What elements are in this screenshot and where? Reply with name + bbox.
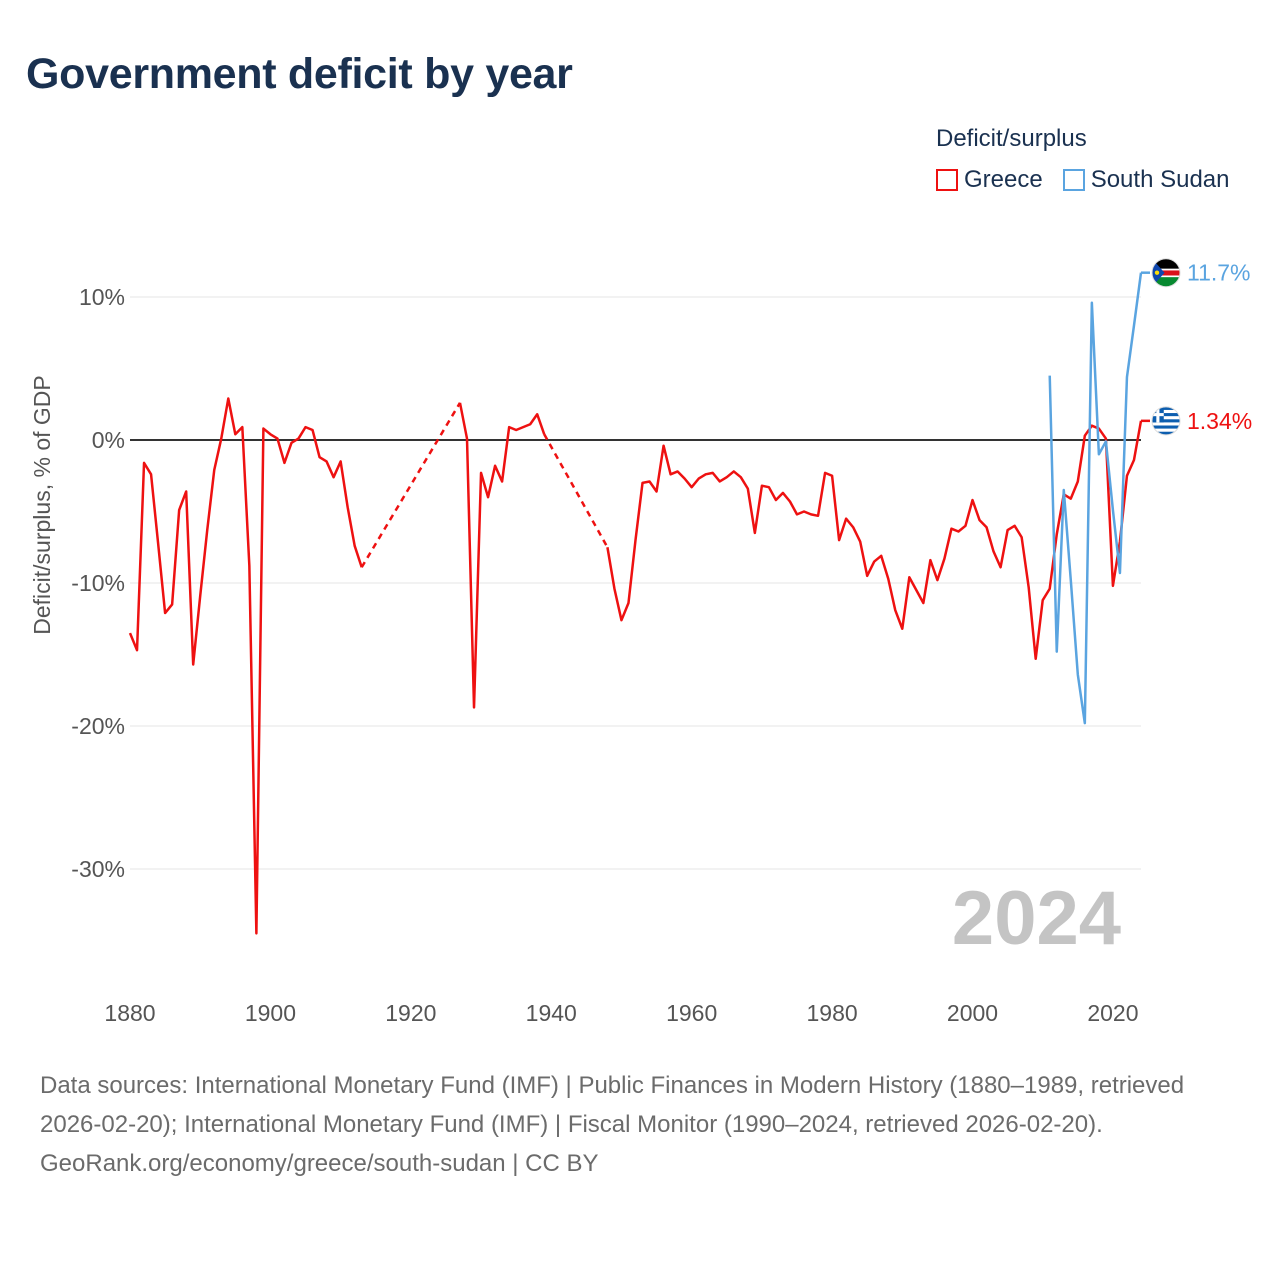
y-tick-label: 0% xyxy=(92,427,125,453)
end-label-south-sudan: 11.7% xyxy=(1187,260,1251,286)
legend-swatch-greece xyxy=(936,169,958,191)
footer: Data sources: International Monetary Fun… xyxy=(40,1066,1240,1183)
flag-border xyxy=(1151,258,1181,288)
x-tick-label: 2020 xyxy=(1087,1000,1138,1026)
series-greece xyxy=(128,397,1150,935)
x-tick-label: 2000 xyxy=(947,1000,998,1026)
series-line-greece xyxy=(606,420,1143,661)
series-south-sudan xyxy=(1048,271,1150,725)
y-tick-label: -10% xyxy=(71,570,125,596)
year-watermark: 2024 xyxy=(952,876,1121,961)
y-axis-label: Deficit/surplus, % of GDP xyxy=(29,375,55,634)
x-tick-label: 1920 xyxy=(385,1000,436,1026)
x-tick-label: 1900 xyxy=(245,1000,296,1026)
series-line-greece xyxy=(458,402,546,709)
series-line-greece-interpolated xyxy=(360,402,462,568)
legend-label-greece: Greece xyxy=(964,166,1043,193)
y-axis-ticks: 10% 0% -10% -20% -30% xyxy=(71,284,125,882)
series-line-greece xyxy=(128,397,363,935)
flag-greece-icon xyxy=(1152,406,1180,435)
x-axis-ticks: 1880 1900 1920 1940 1960 1980 2000 2020 xyxy=(104,1000,1138,1026)
x-tick-label: 1980 xyxy=(806,1000,857,1026)
legend-swatch-south-sudan xyxy=(1062,169,1085,191)
chart-title: Government deficit by year xyxy=(26,50,573,98)
legend-label-south-sudan: South Sudan xyxy=(1090,166,1230,193)
y-tick-label: -20% xyxy=(71,713,125,739)
legend: Greece South Sudan xyxy=(936,166,1230,194)
flag-border xyxy=(1151,406,1181,436)
end-markers: 1.34% 11.7% xyxy=(1151,258,1252,436)
credit-link[interactable]: GeoRank.org/economy/greece/south-sudan |… xyxy=(40,1150,599,1177)
series-line-south-sudan xyxy=(1048,272,1143,725)
x-tick-label: 1880 xyxy=(104,1000,155,1026)
data-sources: Data sources: International Monetary Fun… xyxy=(40,1072,1185,1138)
gridlines xyxy=(130,296,1141,870)
legend-title: Deficit/surplus xyxy=(936,125,1087,152)
x-tick-label: 1940 xyxy=(526,1000,577,1026)
end-label-greece: 1.34% xyxy=(1187,408,1252,434)
y-tick-label: 10% xyxy=(79,284,125,310)
series-layer xyxy=(128,271,1150,935)
line-chart: 10% 0% -10% -20% -30% 1880 1900 1920 1940 1960 19… xyxy=(29,258,1252,1026)
legend-item-south-sudan[interactable]: South Sudan xyxy=(1062,166,1230,194)
legend-item-greece[interactable]: Greece xyxy=(936,166,1043,194)
series-line-greece-interpolated xyxy=(543,433,609,548)
x-tick-label: 1960 xyxy=(666,1000,717,1026)
flag-south-sudan-icon xyxy=(1152,258,1180,287)
y-tick-label: -30% xyxy=(71,856,125,882)
